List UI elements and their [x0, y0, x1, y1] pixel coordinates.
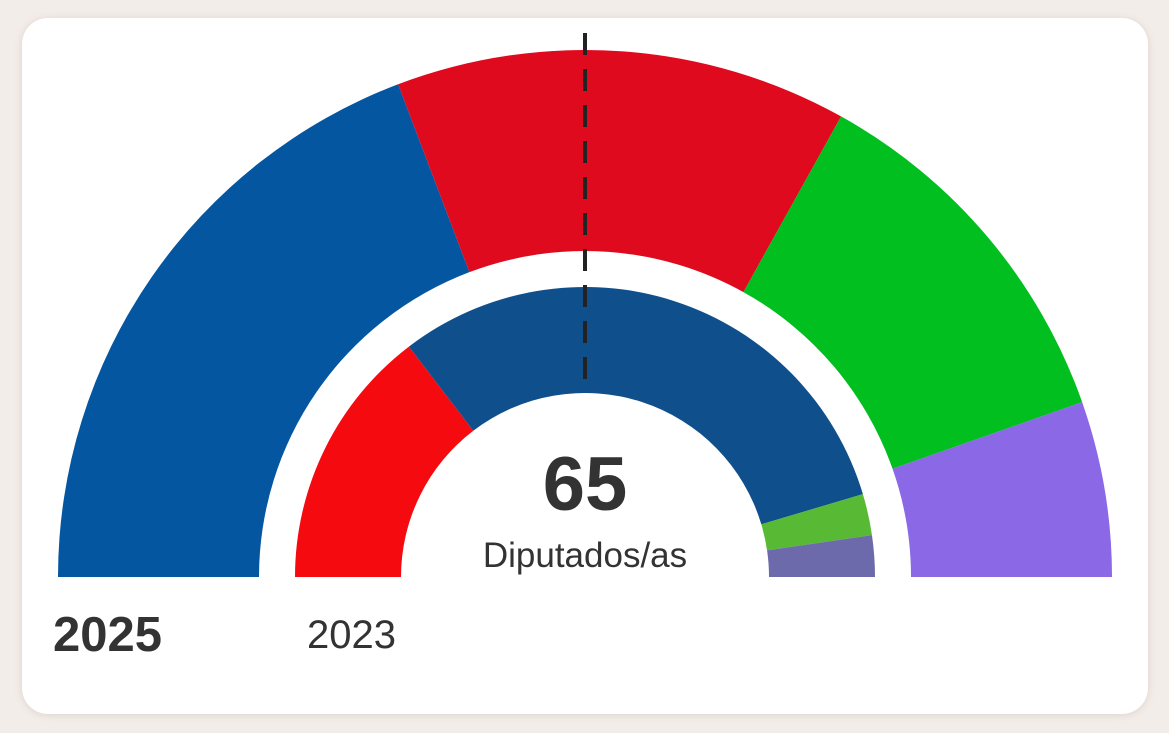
outer-ring-2025-segment-2 — [398, 50, 842, 293]
year-label-2025: 2025 — [53, 608, 163, 662]
inner-ring-2023 — [295, 286, 875, 577]
year-label-2023: 2023 — [307, 613, 396, 657]
inner-ring-2023-segment-1 — [295, 346, 474, 577]
inner-ring-2023-segment-3 — [761, 494, 872, 551]
outer-ring-2025 — [58, 50, 1112, 577]
inner-ring-2023-segment-4 — [767, 535, 875, 577]
inner-ring-2023-segment-2 — [408, 286, 863, 525]
outer-ring-2025-segment-3 — [743, 116, 1083, 469]
outer-ring-2025-segment-1 — [58, 84, 470, 577]
seats-caption: Diputados/as — [482, 536, 688, 575]
outer-ring-2025-segment-4 — [892, 402, 1112, 577]
total-seats: 65 — [542, 442, 628, 527]
